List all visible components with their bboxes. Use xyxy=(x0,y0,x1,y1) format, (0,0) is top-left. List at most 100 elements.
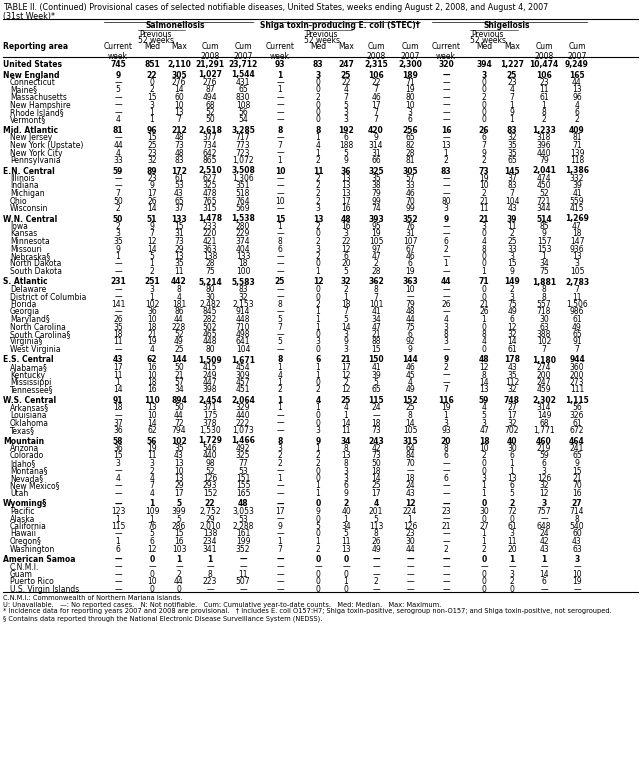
Text: Previous: Previous xyxy=(139,30,172,39)
Text: 8: 8 xyxy=(278,356,283,365)
Text: —: — xyxy=(114,308,122,316)
Text: 30: 30 xyxy=(479,507,489,516)
Text: 35: 35 xyxy=(507,371,517,379)
Text: 79: 79 xyxy=(539,156,549,165)
Text: 7: 7 xyxy=(510,189,515,198)
Text: 46: 46 xyxy=(405,363,415,372)
Text: 7: 7 xyxy=(374,86,378,94)
Text: 8: 8 xyxy=(574,515,579,524)
Text: 332: 332 xyxy=(570,174,584,183)
Text: 1,269: 1,269 xyxy=(565,214,589,223)
Text: 16: 16 xyxy=(174,537,184,546)
Text: 0: 0 xyxy=(149,585,154,594)
Text: Cum
2007: Cum 2007 xyxy=(233,42,253,61)
Text: 3: 3 xyxy=(315,426,320,435)
Text: 1: 1 xyxy=(278,86,283,94)
Text: 0: 0 xyxy=(315,570,320,579)
Text: 318: 318 xyxy=(537,134,551,143)
Text: 2: 2 xyxy=(315,156,320,165)
Text: —: — xyxy=(276,330,284,339)
Text: Alaska: Alaska xyxy=(10,515,35,524)
Text: 16: 16 xyxy=(572,489,582,498)
Text: Connecticut: Connecticut xyxy=(10,78,56,87)
Text: Ohio: Ohio xyxy=(10,197,28,205)
Text: 157: 157 xyxy=(537,237,551,246)
Text: 309: 309 xyxy=(236,371,251,379)
Text: 31: 31 xyxy=(371,148,381,157)
Text: 6: 6 xyxy=(444,451,449,461)
Text: 46: 46 xyxy=(371,93,381,102)
Text: 77: 77 xyxy=(238,459,248,468)
Text: 111: 111 xyxy=(570,385,584,394)
Text: 8: 8 xyxy=(444,444,448,453)
Text: 2: 2 xyxy=(315,197,320,205)
Text: 25: 25 xyxy=(341,396,351,405)
Text: 6: 6 xyxy=(408,116,412,125)
Text: 61: 61 xyxy=(539,93,549,102)
Text: 0: 0 xyxy=(315,116,320,125)
Text: 192: 192 xyxy=(338,126,354,135)
Text: 6: 6 xyxy=(344,482,349,490)
Text: Shigellosis: Shigellosis xyxy=(483,21,529,30)
Text: 9: 9 xyxy=(315,436,320,445)
Text: 4: 4 xyxy=(115,116,121,125)
Text: —: — xyxy=(114,499,122,508)
Text: 13: 13 xyxy=(341,182,351,191)
Text: 15: 15 xyxy=(147,93,157,102)
Text: 7: 7 xyxy=(574,345,579,354)
Text: —: — xyxy=(114,570,122,579)
Text: 0: 0 xyxy=(344,555,349,564)
Text: 22: 22 xyxy=(341,237,351,246)
Text: —: — xyxy=(276,419,284,427)
Text: 9,249: 9,249 xyxy=(565,60,589,69)
Text: —: — xyxy=(276,411,284,420)
Text: 43: 43 xyxy=(113,356,123,365)
Text: 18: 18 xyxy=(113,404,122,413)
Text: 11: 11 xyxy=(313,166,323,176)
Text: 93: 93 xyxy=(441,426,451,435)
Text: 341: 341 xyxy=(203,544,217,553)
Text: 2: 2 xyxy=(574,116,579,125)
Text: 0: 0 xyxy=(481,515,487,524)
Text: Oregon§: Oregon§ xyxy=(10,537,42,546)
Text: 9: 9 xyxy=(408,345,412,354)
Text: 569: 569 xyxy=(236,204,251,213)
Text: 3,285: 3,285 xyxy=(231,126,255,135)
Text: 97: 97 xyxy=(371,245,381,254)
Text: 33: 33 xyxy=(113,156,123,165)
Text: 8: 8 xyxy=(408,411,412,420)
Text: 1,506: 1,506 xyxy=(566,300,588,309)
Text: 52: 52 xyxy=(539,189,549,198)
Text: 465: 465 xyxy=(203,330,217,339)
Text: 9: 9 xyxy=(115,245,121,254)
Text: —: — xyxy=(276,293,284,302)
Text: 13: 13 xyxy=(313,214,323,223)
Text: —: — xyxy=(114,100,122,109)
Text: 1: 1 xyxy=(315,444,320,453)
Text: 2,618: 2,618 xyxy=(198,126,222,135)
Text: 161: 161 xyxy=(236,530,250,539)
Text: 0: 0 xyxy=(481,230,487,239)
Text: 0: 0 xyxy=(315,108,320,117)
Text: 141: 141 xyxy=(111,300,125,309)
Text: 105: 105 xyxy=(369,237,383,246)
Text: 34: 34 xyxy=(341,522,351,531)
Text: 152: 152 xyxy=(203,489,217,498)
Text: —: — xyxy=(114,285,122,294)
Text: 474: 474 xyxy=(537,174,551,183)
Text: —: — xyxy=(276,585,284,594)
Text: 9: 9 xyxy=(574,459,579,468)
Text: Reporting area: Reporting area xyxy=(3,42,68,51)
Text: 17: 17 xyxy=(341,363,351,372)
Text: 33: 33 xyxy=(405,182,415,191)
Text: 0: 0 xyxy=(315,78,320,87)
Text: 65: 65 xyxy=(371,385,381,394)
Text: 15: 15 xyxy=(147,134,157,143)
Text: 49: 49 xyxy=(371,544,381,553)
Text: 12: 12 xyxy=(147,237,157,246)
Text: 5,583: 5,583 xyxy=(231,277,255,287)
Text: 13: 13 xyxy=(147,404,157,413)
Text: 60: 60 xyxy=(174,93,184,102)
Text: 39: 39 xyxy=(371,371,381,379)
Text: 3: 3 xyxy=(315,337,320,347)
